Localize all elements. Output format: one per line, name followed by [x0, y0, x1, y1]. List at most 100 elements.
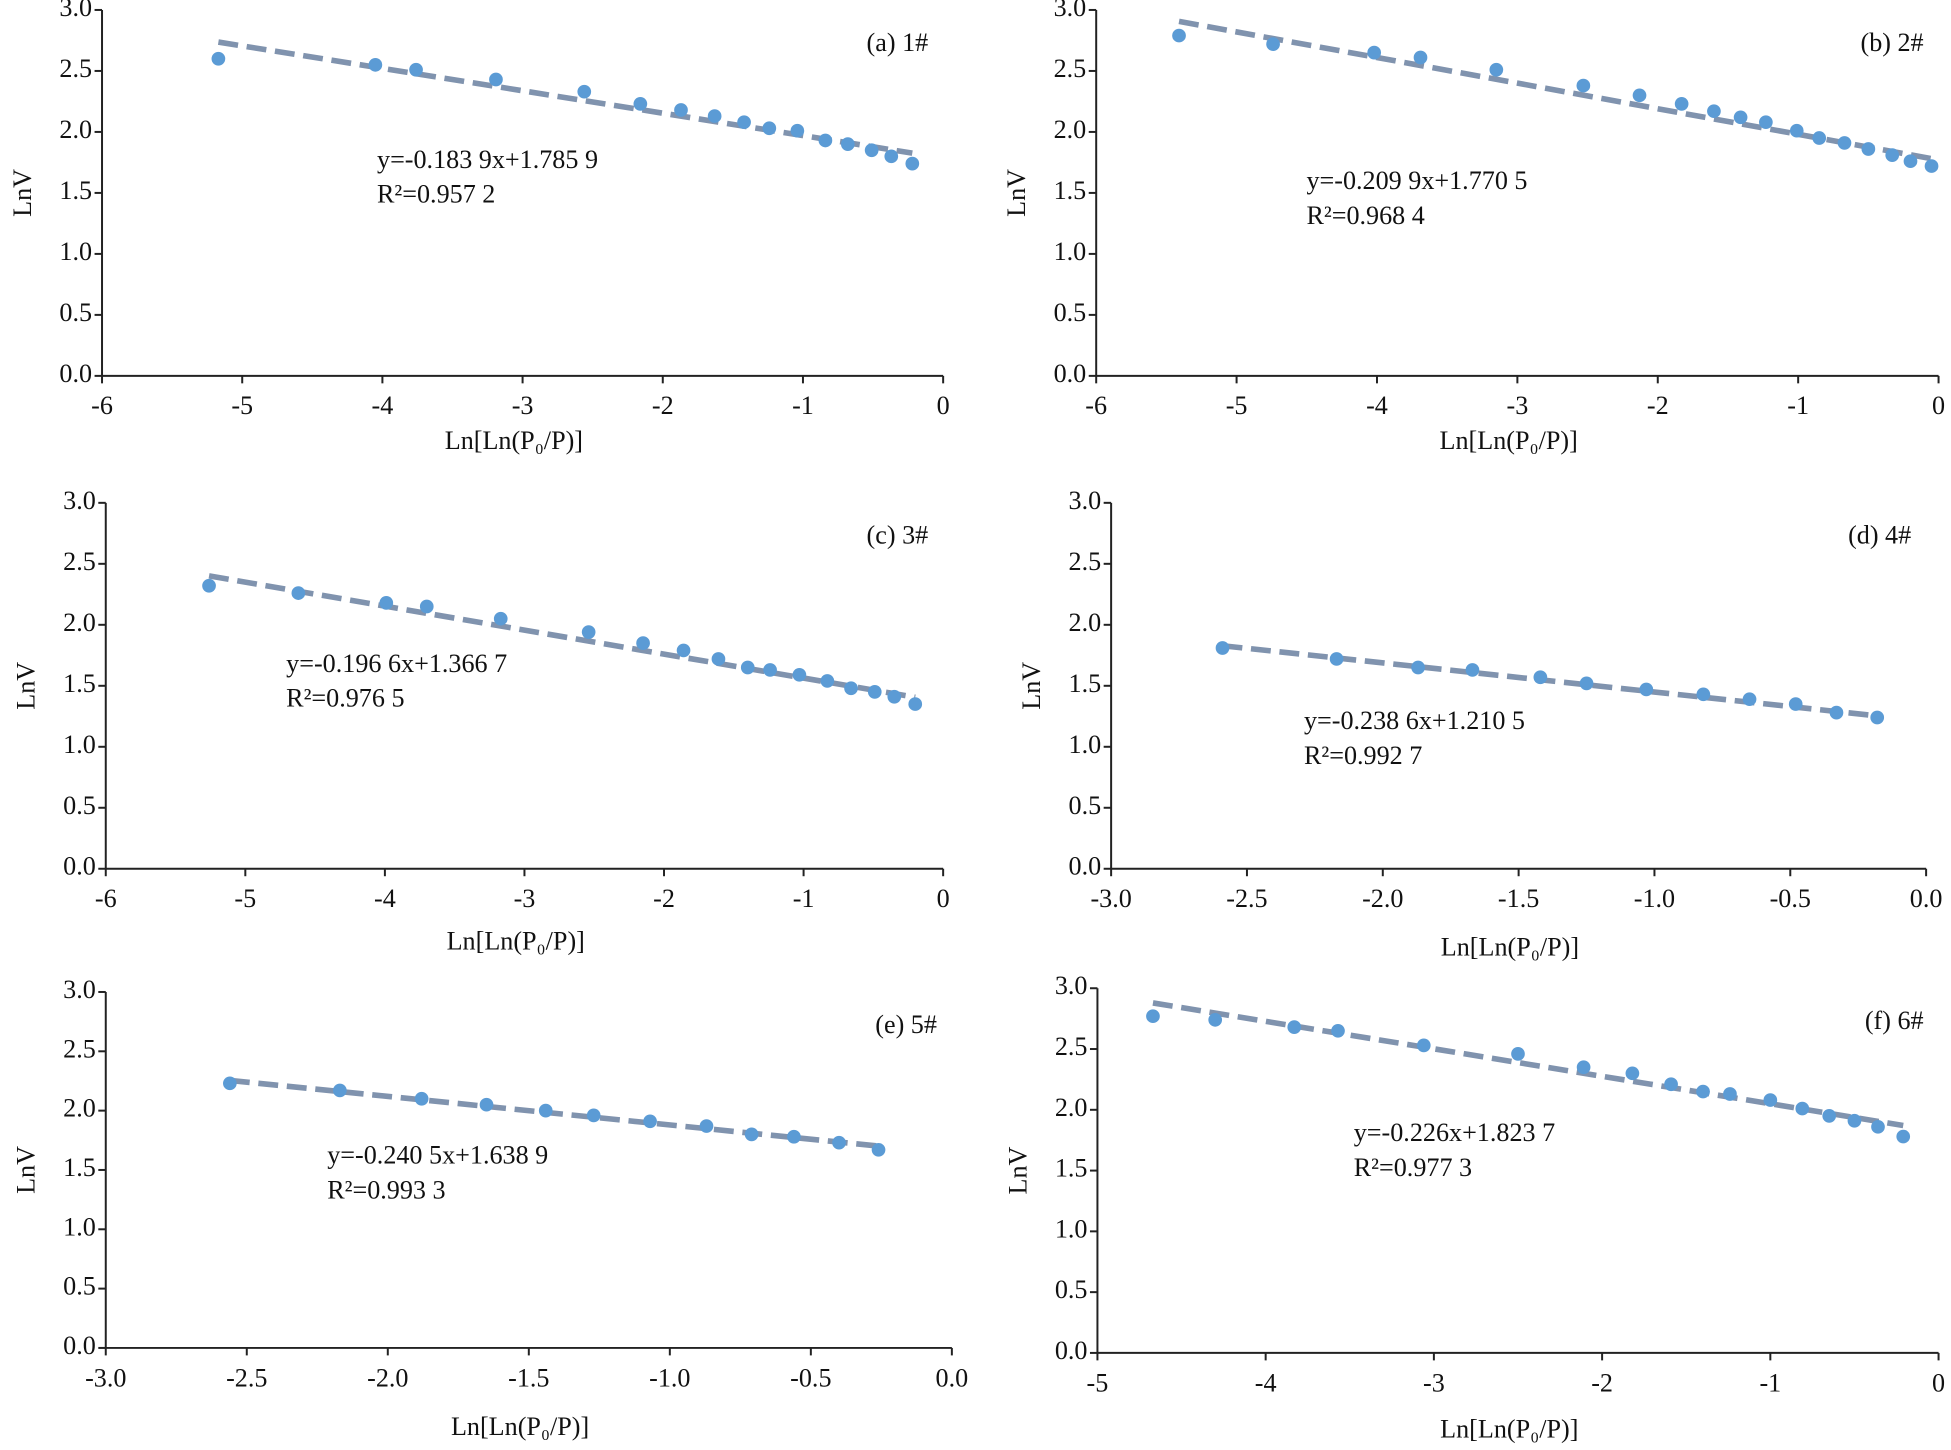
data-point: [1871, 1119, 1885, 1134]
x-tick-label: -4: [374, 884, 396, 913]
data-point: [762, 121, 777, 136]
x-tick-label: -1.0: [649, 1363, 690, 1392]
data-point: [1625, 1066, 1640, 1081]
data-point: [699, 1119, 714, 1133]
data-point: [291, 586, 306, 600]
y-tick-label: 3.0: [1054, 0, 1087, 22]
data-point: [1413, 50, 1428, 65]
y-tick-label: 2.0: [63, 1094, 96, 1123]
y-tick-label: 0.5: [63, 1272, 96, 1301]
data-point: [1707, 104, 1721, 119]
data-point: [1172, 28, 1186, 43]
equation: y=-0.238 6x+1.210 5: [1304, 706, 1525, 735]
x-tick-label: 0: [937, 884, 950, 913]
data-point: [538, 1103, 553, 1118]
data-point: [1215, 641, 1230, 655]
data-point: [1489, 62, 1504, 77]
y-tick-label: 3.0: [1069, 486, 1102, 515]
data-point: [636, 636, 650, 650]
y-axis-label: LnV: [12, 662, 41, 710]
trendline: [217, 39, 913, 156]
data-point: [1795, 1101, 1810, 1116]
data-point: [489, 72, 503, 87]
data-point: [908, 697, 923, 711]
x-tick-label: -1: [793, 884, 815, 913]
y-tick-label: 2.0: [59, 115, 92, 144]
data-point: [1639, 682, 1654, 697]
r-squared: R²=0.993 3: [327, 1175, 445, 1204]
x-tick-label: -3: [1506, 391, 1528, 420]
x-tick-label: -5: [234, 884, 256, 913]
x-tick-label: -1: [1787, 391, 1809, 420]
x-tick-label: -2: [1647, 391, 1669, 420]
y-tick-label: 0.0: [1069, 852, 1102, 881]
data-point: [1329, 652, 1344, 666]
data-point: [792, 667, 807, 682]
panel-title: (d) 4#: [1848, 521, 1911, 550]
data-point: [1885, 148, 1900, 162]
data-point: [1674, 97, 1689, 111]
y-tick-label: 2.5: [1054, 54, 1087, 83]
y-tick-label: 1.0: [59, 237, 92, 266]
equation: y=-0.240 5x+1.638 9: [327, 1141, 548, 1170]
data-point: [740, 660, 755, 675]
data-point: [867, 685, 882, 699]
data-point: [1788, 697, 1803, 711]
y-tick-label: 1.0: [1054, 237, 1087, 266]
x-tick-label: -1: [792, 391, 814, 420]
data-point: [333, 1083, 347, 1098]
panel: 0.0 0.5 1.0 1.5 2.0 2.5 3.0 -6 -5 -4 -3 -2 -1 0 Ln[Ln(…: [8, 0, 950, 455]
data-point: [844, 681, 858, 696]
x-tick-label: -2.0: [367, 1363, 408, 1392]
y-tick-label: 0.5: [59, 298, 92, 327]
y-tick-label: 0.5: [1069, 791, 1102, 820]
x-tick-label: -0.5: [1770, 884, 1811, 913]
data-point: [1511, 1047, 1525, 1061]
data-point: [479, 1097, 494, 1112]
data-point: [871, 1142, 886, 1157]
data-point: [1266, 37, 1280, 51]
data-point: [586, 1108, 601, 1123]
panel: 0.0 0.5 1.0 1.5 2.0 2.5 3.0 -3.0 -2.5 -2.0 -1.5 -1.…: [12, 975, 969, 1441]
x-tick-label: -5: [1226, 391, 1248, 420]
y-tick-label: 1.0: [1055, 1214, 1088, 1243]
x-tick-label: -6: [95, 884, 117, 913]
y-tick-label: 2.5: [59, 54, 92, 83]
data-point: [419, 599, 434, 614]
x-tick-label: -2: [653, 884, 675, 913]
panel-title: (e) 5#: [875, 1010, 937, 1039]
x-axis-label: Ln[Ln(P₀/P)]: [1440, 426, 1578, 455]
data-point: [1861, 142, 1876, 156]
data-point: [633, 97, 648, 111]
x-tick-label: -2.5: [226, 1363, 267, 1392]
data-point: [1146, 1009, 1160, 1024]
data-point: [1579, 676, 1594, 691]
x-tick-label: -3: [512, 391, 534, 420]
y-tick-label: 0.0: [59, 359, 92, 388]
y-tick-label: 1.5: [59, 176, 92, 205]
y-tick-label: 1.0: [63, 730, 96, 759]
data-point: [1411, 660, 1425, 675]
data-point: [1896, 1129, 1911, 1144]
equation: y=-0.226x+1.823 7: [1354, 1118, 1555, 1147]
x-tick-label: 0.0: [936, 1363, 969, 1392]
y-tick-label: 0.0: [63, 1331, 96, 1360]
y-tick-label: 0.5: [1055, 1275, 1088, 1304]
y-tick-label: 1.5: [1069, 669, 1102, 698]
x-axis-label: Ln[Ln(P₀/P)]: [447, 926, 585, 955]
data-point: [676, 643, 691, 658]
x-tick-label: -0.5: [790, 1363, 831, 1392]
data-point: [1416, 1038, 1431, 1053]
data-point: [211, 51, 226, 66]
y-tick-label: 1.0: [63, 1212, 96, 1241]
data-point: [414, 1091, 429, 1106]
data-point: [884, 149, 899, 164]
panel-title: (c) 3#: [867, 521, 929, 550]
data-point: [581, 625, 596, 639]
r-squared: R²=0.957 2: [377, 180, 495, 209]
x-tick-label: -5: [231, 391, 253, 420]
data-point: [1367, 45, 1382, 60]
y-tick-label: 2.5: [63, 547, 96, 576]
x-tick-label: -6: [1085, 391, 1107, 420]
